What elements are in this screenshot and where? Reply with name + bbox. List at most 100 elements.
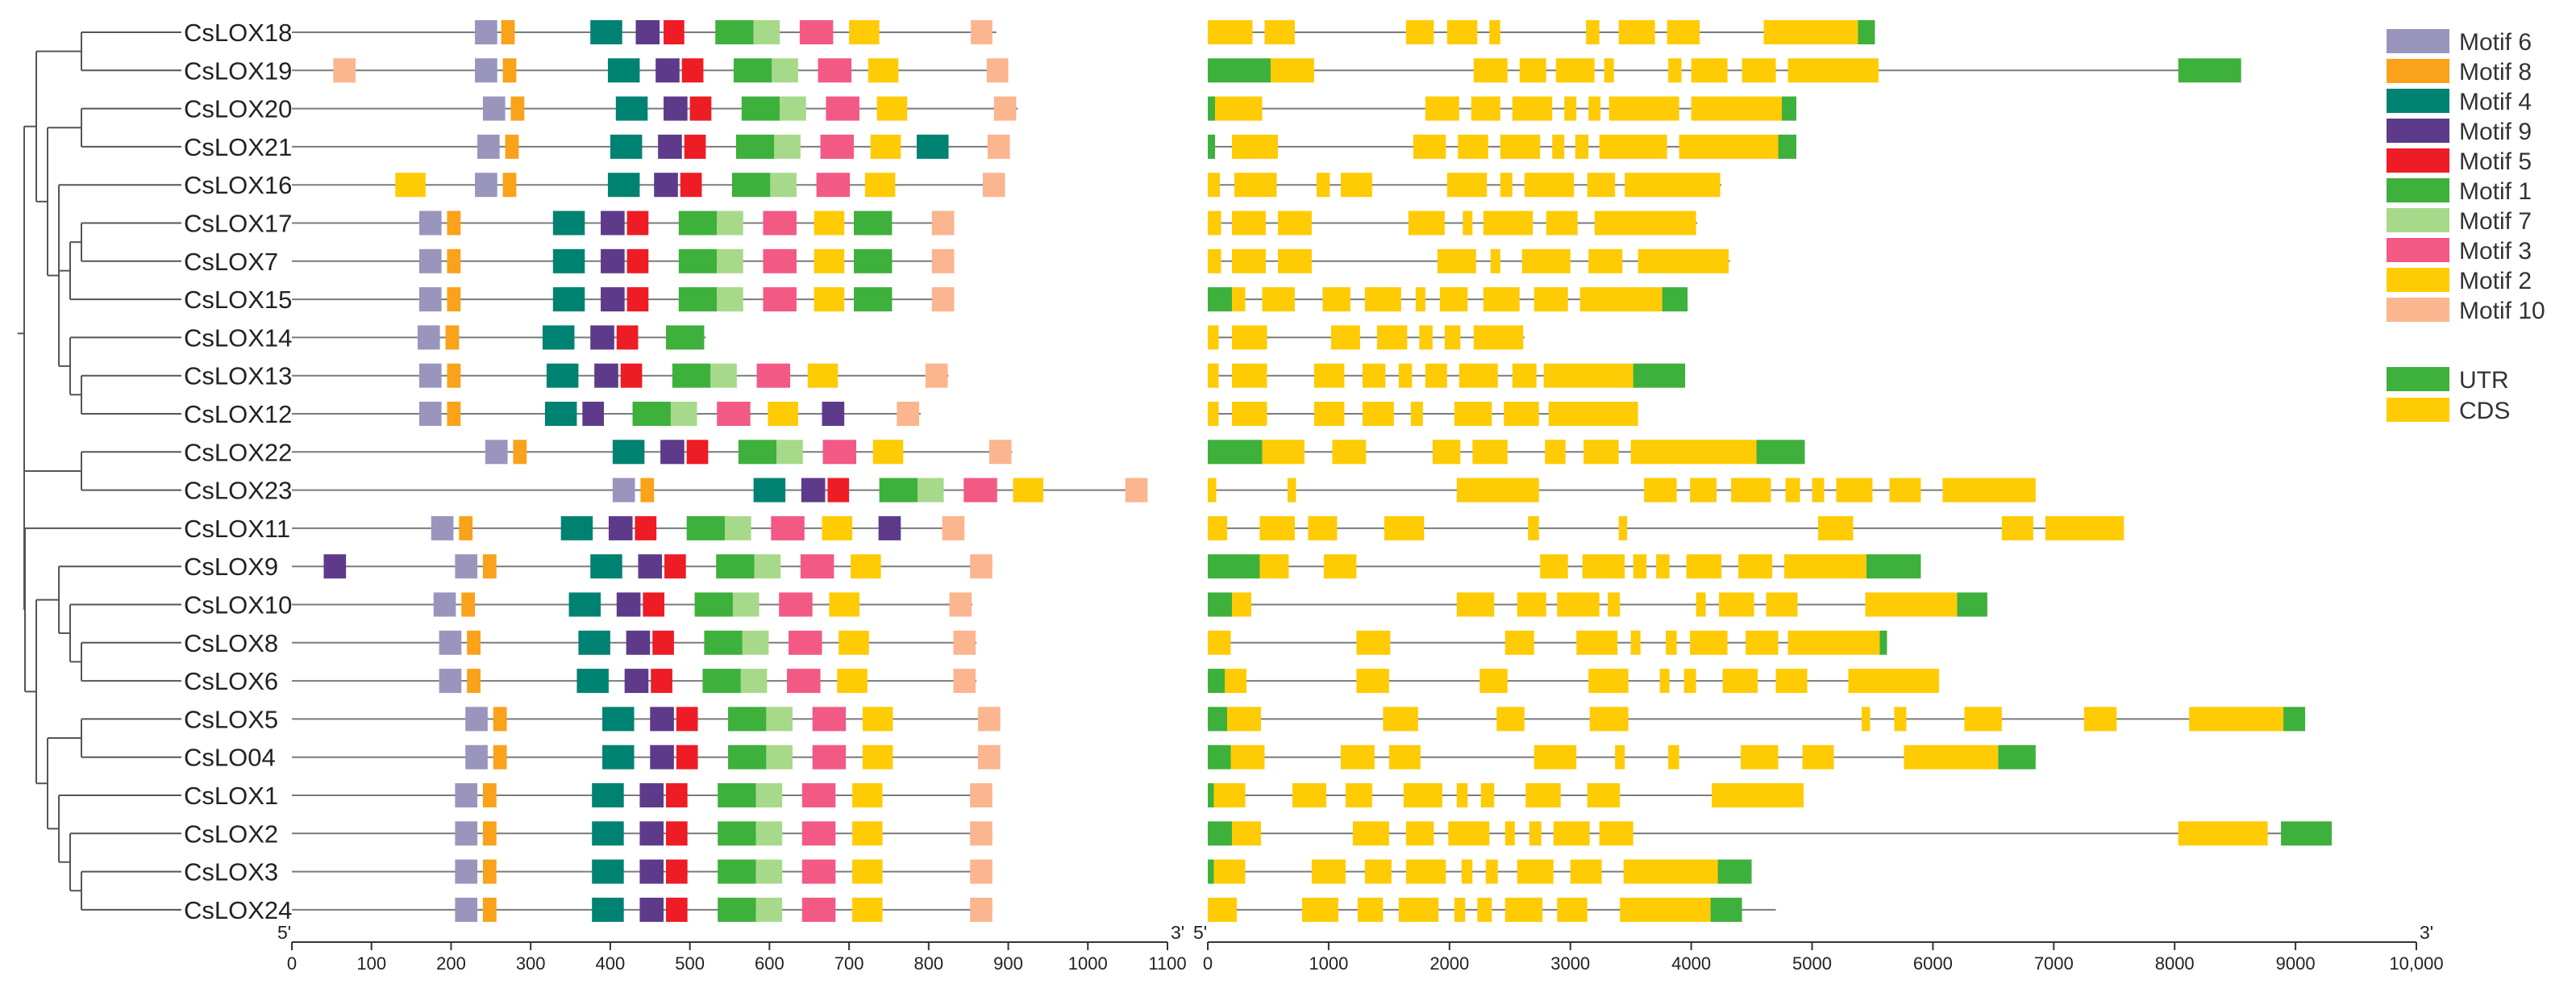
motif-box-m3 (771, 515, 805, 540)
cds-segment (1415, 287, 1425, 312)
motif-box-m10 (986, 58, 1009, 83)
cds-segment (1517, 859, 1554, 884)
utr-segment (1778, 134, 1797, 159)
utr-segment (1208, 58, 1271, 83)
cds-segment (1405, 859, 1446, 884)
motif-box-m2 (852, 821, 883, 846)
gene-label: CsLOX15 (184, 286, 292, 314)
cds-segment (1473, 325, 1524, 350)
axis-tick-label: 8000 (2155, 953, 2195, 974)
cds-segment (1208, 363, 1219, 388)
cds-segment (1432, 440, 1461, 465)
cds-segment (1618, 20, 1655, 44)
cds-segment (1259, 515, 1295, 540)
cds-segment (1376, 325, 1408, 350)
cds-segment (1262, 440, 1305, 465)
cds-segment (1564, 96, 1577, 121)
motif-box-m8 (482, 821, 497, 846)
cds-segment (1690, 630, 1728, 655)
motif-box-m8 (501, 20, 515, 44)
motif-box-m8 (447, 211, 461, 236)
motif-box-m8 (482, 783, 497, 807)
motif-box-m5 (827, 478, 850, 503)
motif-box-m6 (418, 363, 442, 388)
motif-box-m2 (807, 363, 839, 388)
cds-segment (1594, 211, 1696, 236)
motif-box-m4 (612, 440, 645, 465)
cds-segment (1473, 58, 1508, 83)
utr-segment (1208, 287, 1232, 312)
cds-segment (1463, 211, 1473, 236)
cds-segment (1722, 669, 1758, 694)
legend-swatch-m10 (2387, 298, 2449, 322)
motif-box-m8 (461, 592, 476, 617)
gene-label: CsLOX9 (184, 553, 278, 581)
cds-segment (1454, 897, 1466, 922)
motif-box-m5 (686, 440, 709, 465)
cds-segment (1512, 96, 1553, 121)
cds-segment (1817, 515, 1854, 540)
legend-label: UTR (2459, 367, 2509, 394)
motif-box-m9 (323, 554, 347, 579)
motif-box-m5 (666, 783, 688, 807)
legend-label: Motif 5 (2459, 148, 2532, 175)
cds-segment (1889, 478, 1921, 503)
cds-segment (1231, 248, 1266, 273)
motif-box-m3 (820, 134, 855, 159)
motif-box-m5 (666, 897, 688, 922)
motif-box-m7 (766, 744, 793, 770)
motif-box-m10 (925, 363, 948, 388)
utr-segment (1208, 554, 1260, 579)
cds-segment (1557, 897, 1588, 922)
legend-label: Motif 9 (2459, 119, 2532, 145)
motif-box-m1 (678, 211, 718, 236)
motif-box-m1 (704, 630, 743, 655)
motif-box-m6 (433, 592, 456, 617)
motif-box-m10 (970, 554, 993, 579)
motif-box-m1 (738, 440, 777, 465)
motif-box-m5 (680, 173, 702, 198)
cds-segment (1534, 287, 1568, 312)
motif-box-m5 (643, 592, 665, 617)
cds-segment (1679, 134, 1779, 159)
cds-segment (1557, 592, 1600, 617)
motif-box-m3 (801, 821, 836, 846)
utr-segment (2283, 707, 2306, 732)
cds-segment (1213, 783, 1246, 807)
motif-box-m7 (774, 134, 801, 159)
cds-segment (1496, 707, 1525, 732)
utr-segment (1633, 363, 1686, 388)
gene-label: CsLOX19 (184, 56, 292, 85)
motif-box-m5 (652, 630, 674, 655)
axis-tick-label: 9000 (2276, 953, 2316, 974)
motif-box-m6 (455, 897, 478, 922)
motif-box-m9 (624, 669, 649, 694)
cds-segment (1579, 287, 1663, 312)
motif-box-m4 (602, 707, 635, 732)
motif-box-m9 (664, 96, 688, 121)
motif-box-m1 (666, 325, 705, 350)
cds-segment (1388, 744, 1421, 770)
motif-box-m3 (826, 96, 859, 121)
cds-segment (1456, 783, 1468, 807)
motif-box-m7 (772, 58, 798, 83)
gene-labels: CsLOX18 CsLOX19 CsLOX20 CsLOX21 CsLOX16 CsLOX… (184, 19, 292, 924)
motif-box-m6 (455, 859, 478, 884)
cds-segment (1208, 211, 1221, 236)
axis-tick-label: 5000 (1792, 953, 1832, 974)
motif-box-m7 (754, 554, 781, 579)
motif-box-m4 (552, 287, 585, 312)
motif-box-m3 (822, 440, 856, 465)
cds-segment (1384, 515, 1425, 540)
motif-box-m7 (755, 897, 783, 922)
cds-segment (1512, 363, 1537, 388)
motif-box-m7 (755, 821, 783, 846)
cds-segment (1398, 897, 1439, 922)
motif-box-m9 (590, 325, 614, 350)
utr-segment (1879, 630, 1887, 655)
motif-box-m2 (768, 402, 798, 426)
cds-segment (1340, 173, 1372, 198)
motif-box-m10 (1125, 478, 1148, 503)
cds-segment (1313, 363, 1345, 388)
motif-box-m8 (482, 859, 497, 884)
